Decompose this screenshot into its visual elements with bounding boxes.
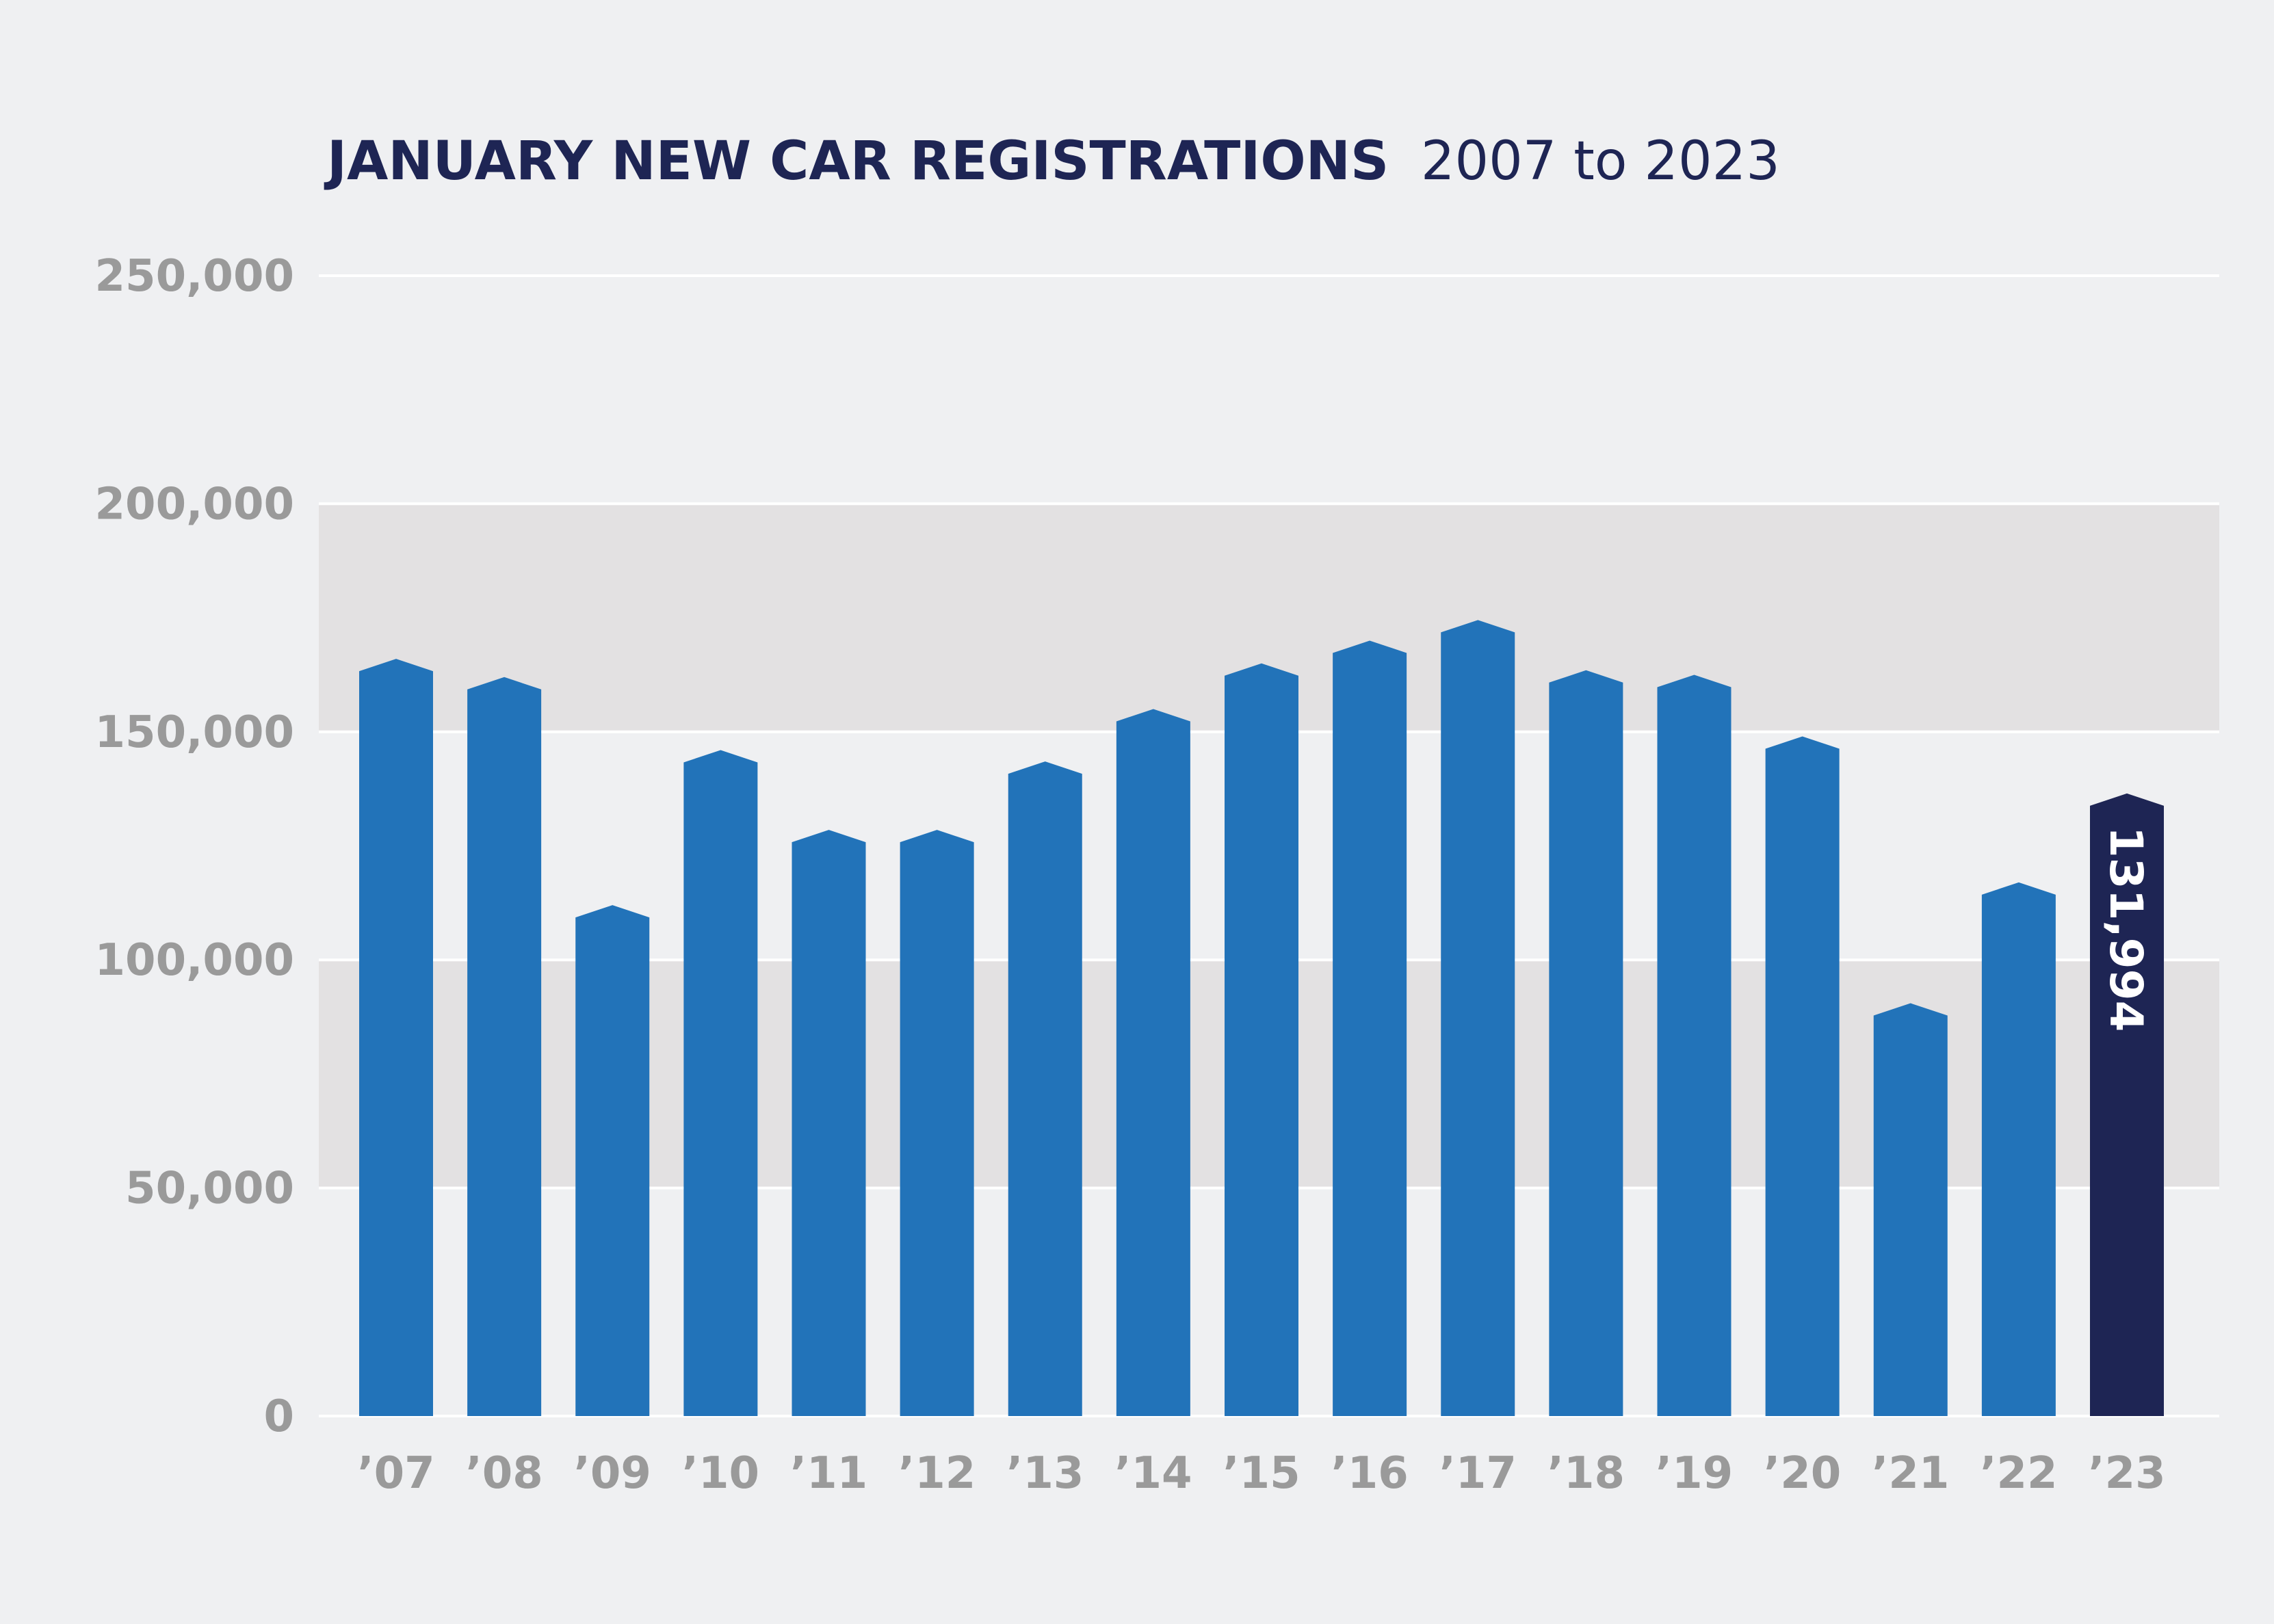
bar-12 — [900, 830, 974, 1416]
x-tick-label: ’10 — [682, 1448, 759, 1499]
chart-subtitle: 2007 to 2023 — [1421, 131, 1780, 192]
x-tick-label: ’19 — [1656, 1448, 1733, 1499]
y-axis-ticks: 0 50,000 100,000 150,000 200,000 250,000 — [95, 251, 295, 1442]
bar-10 — [683, 750, 758, 1416]
x-tick-label: ’16 — [1331, 1448, 1408, 1499]
x-tick-label: ’13 — [1006, 1448, 1084, 1499]
x-tick-label: ’08 — [465, 1448, 543, 1499]
bar-08 — [467, 677, 542, 1417]
x-tick-label: ’11 — [790, 1448, 867, 1499]
bar-14 — [1116, 709, 1190, 1416]
x-tick-label: ’17 — [1439, 1448, 1517, 1499]
x-tick-label: ’14 — [1114, 1448, 1192, 1499]
bar-11 — [792, 830, 866, 1416]
x-tick-label: ’09 — [574, 1448, 651, 1499]
x-tick-label: ’20 — [1764, 1448, 1841, 1499]
bar-09 — [575, 905, 650, 1416]
y-tick-label: 0 — [263, 1391, 294, 1442]
bar-15 — [1225, 663, 1298, 1416]
x-tick-label: ’15 — [1223, 1448, 1300, 1499]
bar-07 — [359, 659, 433, 1416]
y-tick-label: 50,000 — [125, 1164, 294, 1214]
data-label-value: 131,994 — [2100, 826, 2152, 1032]
bar-20 — [1765, 736, 1840, 1416]
y-tick-label: 200,000 — [95, 479, 295, 529]
bar-23 — [2090, 793, 2164, 1416]
data-labels: 131,994 — [2100, 826, 2152, 1032]
y-tick-label: 100,000 — [95, 935, 295, 986]
bar-17 — [1441, 620, 1515, 1416]
chart-title-main: JANUARY NEW CAR REGISTRATIONS — [324, 131, 1389, 192]
chart-title: JANUARY NEW CAR REGISTRATIONS 2007 to 20… — [324, 131, 1780, 192]
y-tick-label: 250,000 — [95, 251, 295, 302]
x-tick-label: ’12 — [898, 1448, 976, 1499]
y-tick-label: 150,000 — [95, 707, 295, 758]
bars — [359, 620, 2164, 1417]
bar-19 — [1657, 675, 1731, 1417]
x-axis-ticks: ’07 ’08 ’09 ’10 ’11 ’12 ’13 ’14 ’15 ’16 ’17 ’18 ’19 ’… — [357, 1448, 2165, 1499]
bar-18 — [1549, 670, 1623, 1416]
x-tick-label: ’23 — [2088, 1448, 2165, 1499]
x-tick-label: ’21 — [1872, 1448, 1949, 1499]
bar-22 — [1981, 882, 2056, 1416]
x-tick-label: ’22 — [1980, 1448, 2057, 1499]
bar-13 — [1008, 761, 1082, 1416]
bar-21 — [1873, 1003, 1948, 1416]
x-tick-label: ’07 — [357, 1448, 434, 1499]
x-tick-label: ’18 — [1547, 1448, 1625, 1499]
bar-16 — [1333, 640, 1407, 1417]
